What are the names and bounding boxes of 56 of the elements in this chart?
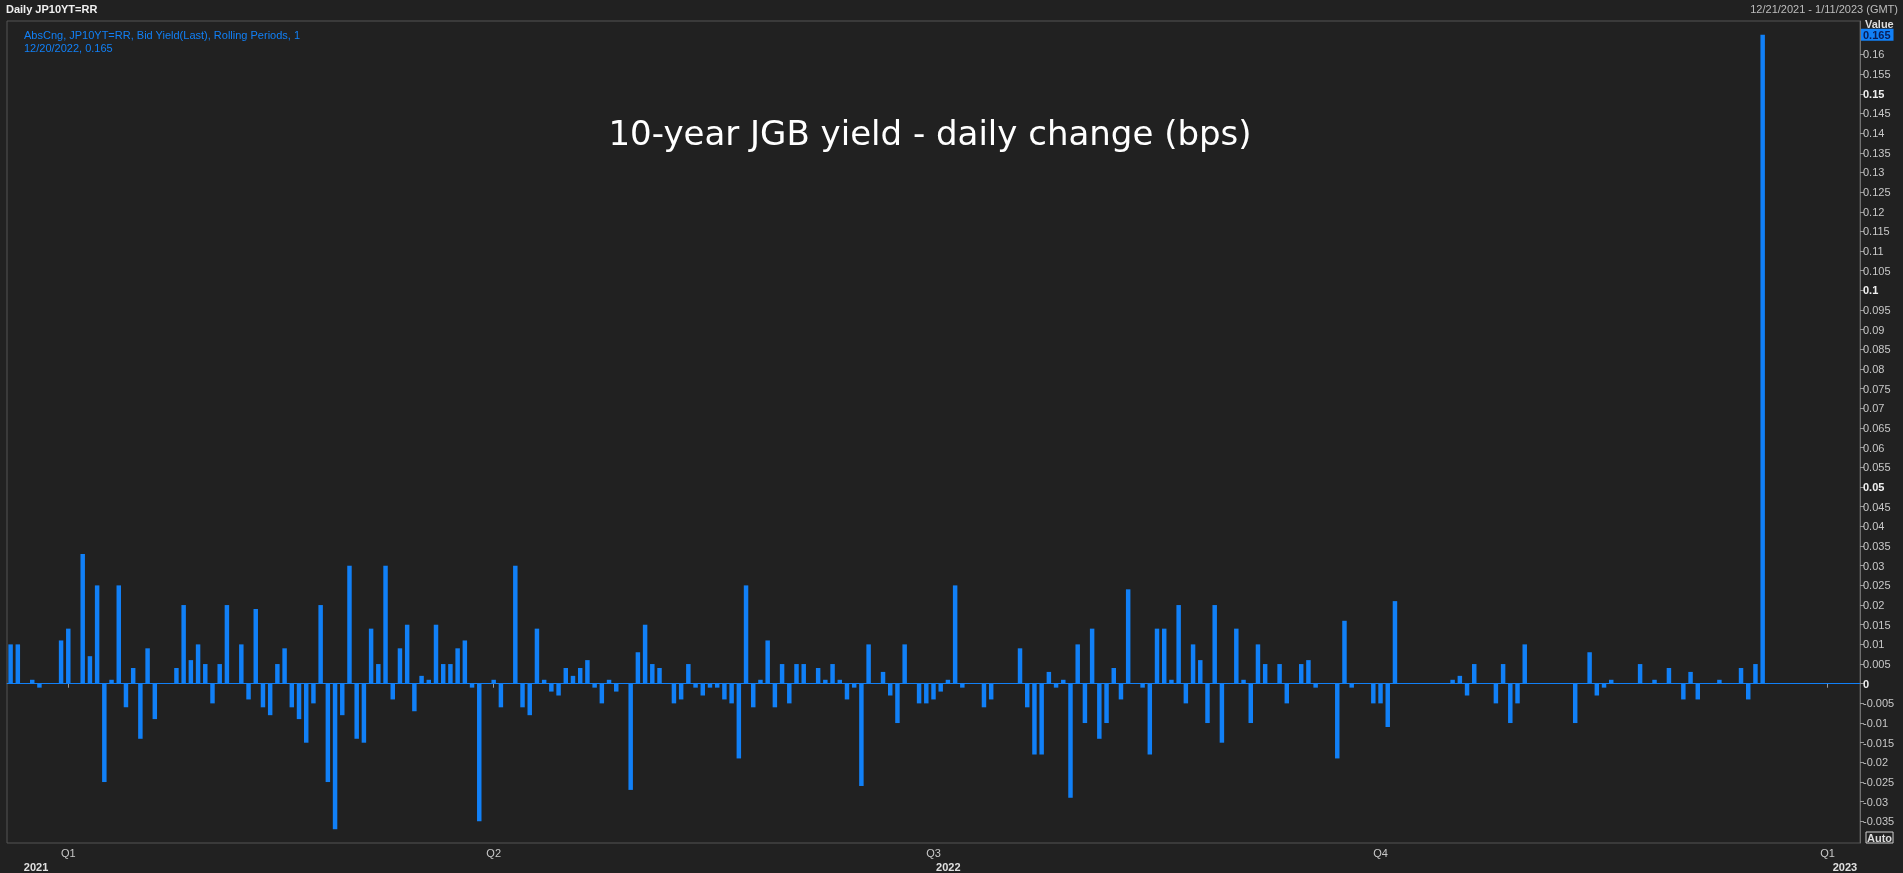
y-tick-label: 0.095 <box>1863 304 1891 317</box>
x-tick-label: Q3 <box>926 846 941 859</box>
y-tick-label: 0.075 <box>1863 382 1891 395</box>
y-tick-label: -0.02 <box>1863 756 1889 769</box>
y-tick-label: 0.11 <box>1863 245 1884 258</box>
y-tick-label: 0 <box>1863 677 1870 690</box>
y-tick-label: 0.005 <box>1863 658 1891 671</box>
y-tick-label: -0.025 <box>1863 776 1895 789</box>
y-tick-label: 0.04 <box>1863 520 1885 533</box>
y-tick-label: 0.07 <box>1863 402 1885 415</box>
x-tick-label: Q2 <box>486 846 502 859</box>
x-tick-label: Q4 <box>1373 846 1388 859</box>
text: 10-year JGB yield - daily change (bps) <box>608 113 1252 153</box>
y-tick-label: 0.03 <box>1863 559 1885 572</box>
y-tick-label: 0.01 <box>1863 638 1885 651</box>
y-tick-label: 0.1 <box>1863 284 1879 297</box>
annotation: 12/20/2022, 0.165 <box>24 41 113 54</box>
y-tick-label: 0.055 <box>1863 461 1891 474</box>
y-tick-label: 0.155 <box>1863 68 1891 81</box>
y-tick-label: 0.02 <box>1863 599 1885 612</box>
y-tick-label: -0.015 <box>1863 736 1895 749</box>
y-tick-label: 0.015 <box>1863 618 1891 631</box>
annotation: 0.165 <box>1863 28 1891 41</box>
y-axis-title: Value <box>1865 17 1894 30</box>
text: 2023 <box>1832 860 1858 873</box>
y-tick-label: 0.025 <box>1863 579 1891 592</box>
y-tick-label: 0.14 <box>1863 127 1885 140</box>
y-tick-label: 0.045 <box>1863 500 1891 513</box>
x-tick-label: Q1 <box>60 846 76 859</box>
y-tick-label: 0.115 <box>1863 225 1890 238</box>
y-tick-label: 0.065 <box>1863 422 1891 435</box>
y-tick-label: 0.125 <box>1863 186 1891 199</box>
y-tick-label: 0.09 <box>1863 323 1885 336</box>
y-tick-label: 0.035 <box>1863 540 1891 553</box>
y-tick-label: 0.06 <box>1863 441 1885 454</box>
y-tick-label: 0.085 <box>1863 343 1891 356</box>
y-tick-label: 0.135 <box>1863 146 1891 159</box>
y-tick-label: 0.13 <box>1863 166 1885 179</box>
text: 2021 <box>23 860 49 873</box>
text: Auto <box>1867 831 1893 844</box>
y-tick-label: -0.01 <box>1863 717 1889 730</box>
text: AbsCng, JP10YT=RR, Bid Yield(Last), Rolling Periods, 1 <box>24 28 301 41</box>
x-tick-label: Q1 <box>1820 846 1835 859</box>
text: Daily JP10YT=RR <box>6 2 98 15</box>
text: 12/21/2021 - 1/11/2023 (GMT) <box>1750 2 1898 15</box>
y-tick-label: 0.05 <box>1863 481 1885 494</box>
y-tick-label: 0.16 <box>1863 48 1885 61</box>
y-tick-label: -0.035 <box>1863 815 1895 828</box>
y-tick-label: 0.145 <box>1863 107 1891 120</box>
y-tick-label: 0.105 <box>1863 264 1891 277</box>
y-tick-label: 0.12 <box>1863 205 1885 218</box>
y-tick-label: -0.005 <box>1863 697 1895 710</box>
text: 2022 <box>936 860 961 873</box>
y-tick-label: -0.03 <box>1863 795 1889 808</box>
y-tick-label: 0.08 <box>1863 363 1885 376</box>
y-tick-label: 0.15 <box>1863 87 1885 100</box>
